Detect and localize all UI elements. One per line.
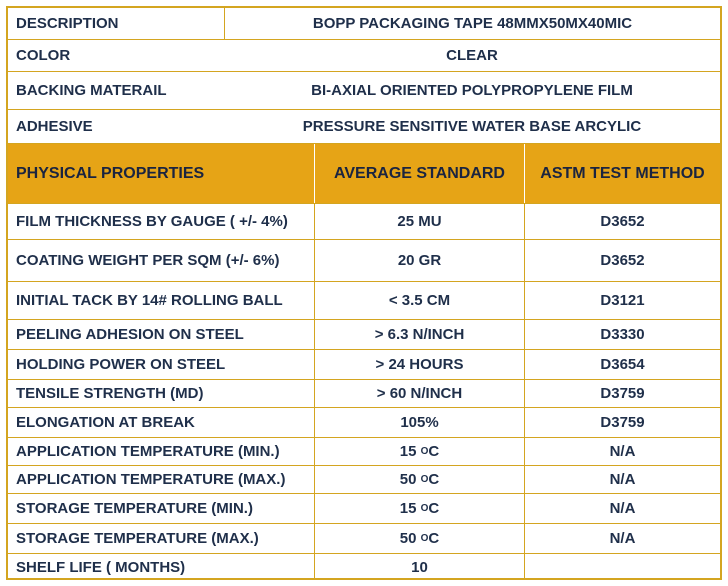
property-name: PEELING ADHESION ON STEEL: [16, 326, 244, 343]
property-name: APPLICATION TEMPERATURE (MIN.): [16, 443, 280, 460]
table-row: ELONGATION AT BREAK 105% D3759: [8, 408, 720, 438]
info-value: CLEAR: [446, 47, 498, 64]
temperature-number: 50: [399, 530, 417, 547]
info-value: BI-AXIAL ORIENTED POLYPROPYLENE FILM: [311, 82, 633, 99]
info-label: ADHESIVE: [16, 118, 93, 135]
property-name: HOLDING POWER ON STEEL: [16, 356, 226, 373]
table-row: COATING WEIGHT PER SQM (+/- 6%) 20 GR D3…: [8, 240, 720, 282]
property-name: STORAGE TEMPERATURE (MIN.): [16, 500, 253, 517]
property-method: N/A: [524, 466, 720, 493]
info-label: COLOR: [16, 47, 71, 64]
info-row-description: DESCRIPTION BOPP PACKAGING TAPE 48MMX50M…: [8, 8, 720, 40]
property-value: < 3.5 CM: [314, 282, 524, 319]
info-value: BOPP PACKAGING TAPE 48MMX50MX40MIC: [224, 8, 720, 39]
temperature-unit: C: [428, 471, 440, 488]
header-physical-properties: PHYSICAL PROPERTIES: [16, 164, 205, 182]
spec-table: DESCRIPTION BOPP PACKAGING TAPE 48MMX50M…: [6, 6, 722, 580]
property-method: D3652: [524, 240, 720, 281]
table-row: FILM THICKNESS BY GAUGE ( +/- 4%) 25 MU …: [8, 204, 720, 240]
property-method: D3652: [524, 204, 720, 239]
property-name: SHELF LIFE ( MONTHS): [16, 558, 186, 576]
info-row-adhesive: ADHESIVE PRESSURE SENSITIVE WATER BASE A…: [8, 110, 720, 144]
property-value: > 6.3 N/INCH: [314, 320, 524, 349]
property-value: > 60 N/INCH: [314, 380, 524, 407]
info-label: DESCRIPTION: [16, 15, 119, 32]
property-name: APPLICATION TEMPERATURE (MAX.): [16, 471, 286, 488]
temperature-number: 15: [399, 443, 417, 460]
property-name: ELONGATION AT BREAK: [16, 414, 195, 431]
temperature-number: 15: [399, 500, 417, 517]
temperature-unit: C: [428, 443, 440, 460]
property-method: N/A: [524, 524, 720, 553]
property-name: STORAGE TEMPERATURE (MAX.): [16, 530, 259, 547]
properties-header: PHYSICAL PROPERTIES AVERAGE STANDARD AST…: [8, 144, 720, 204]
property-name: COATING WEIGHT PER SQM (+/- 6%): [16, 252, 280, 269]
property-value: > 24 HOURS: [314, 350, 524, 379]
table-row: INITIAL TACK BY 14# ROLLING BALL < 3.5 C…: [8, 282, 720, 320]
info-row-color: COLOR CLEAR: [8, 40, 720, 72]
property-value: 25 MU: [314, 204, 524, 239]
info-row-backing: BACKING MATERAIL BI-AXIAL ORIENTED POLYP…: [8, 72, 720, 110]
info-value: PRESSURE SENSITIVE WATER BASE ARCYLIC: [302, 118, 642, 135]
property-method: N/A: [524, 438, 720, 465]
table-row: SHELF LIFE ( MONTHS) 10: [8, 554, 720, 580]
temperature-number: 50: [399, 471, 417, 488]
property-value: 10: [314, 554, 524, 580]
temperature-unit: C: [428, 530, 440, 547]
property-method: D3121: [524, 282, 720, 319]
header-average-standard: AVERAGE STANDARD: [314, 144, 524, 203]
property-name: INITIAL TACK BY 14# ROLLING BALL: [16, 292, 283, 309]
info-label: BACKING MATERAIL: [16, 82, 167, 99]
table-row: PEELING ADHESION ON STEEL > 6.3 N/INCH D…: [8, 320, 720, 350]
property-name: TENSILE STRENGTH (MD): [16, 385, 204, 402]
header-astm-test-method: ASTM TEST METHOD: [524, 144, 720, 203]
property-method: D3330: [524, 320, 720, 349]
property-method: N/A: [524, 494, 720, 523]
table-row: HOLDING POWER ON STEEL > 24 HOURS D3654: [8, 350, 720, 380]
table-row: TENSILE STRENGTH (MD) > 60 N/INCH D3759: [8, 380, 720, 408]
property-method: D3654: [524, 350, 720, 379]
property-method: D3759: [524, 380, 720, 407]
property-method: [524, 554, 720, 580]
property-method: D3759: [524, 408, 720, 437]
property-name: FILM THICKNESS BY GAUGE ( +/- 4%): [16, 213, 288, 230]
property-value: 105%: [314, 408, 524, 437]
temperature-unit: C: [428, 500, 440, 517]
property-value: 20 GR: [314, 240, 524, 281]
